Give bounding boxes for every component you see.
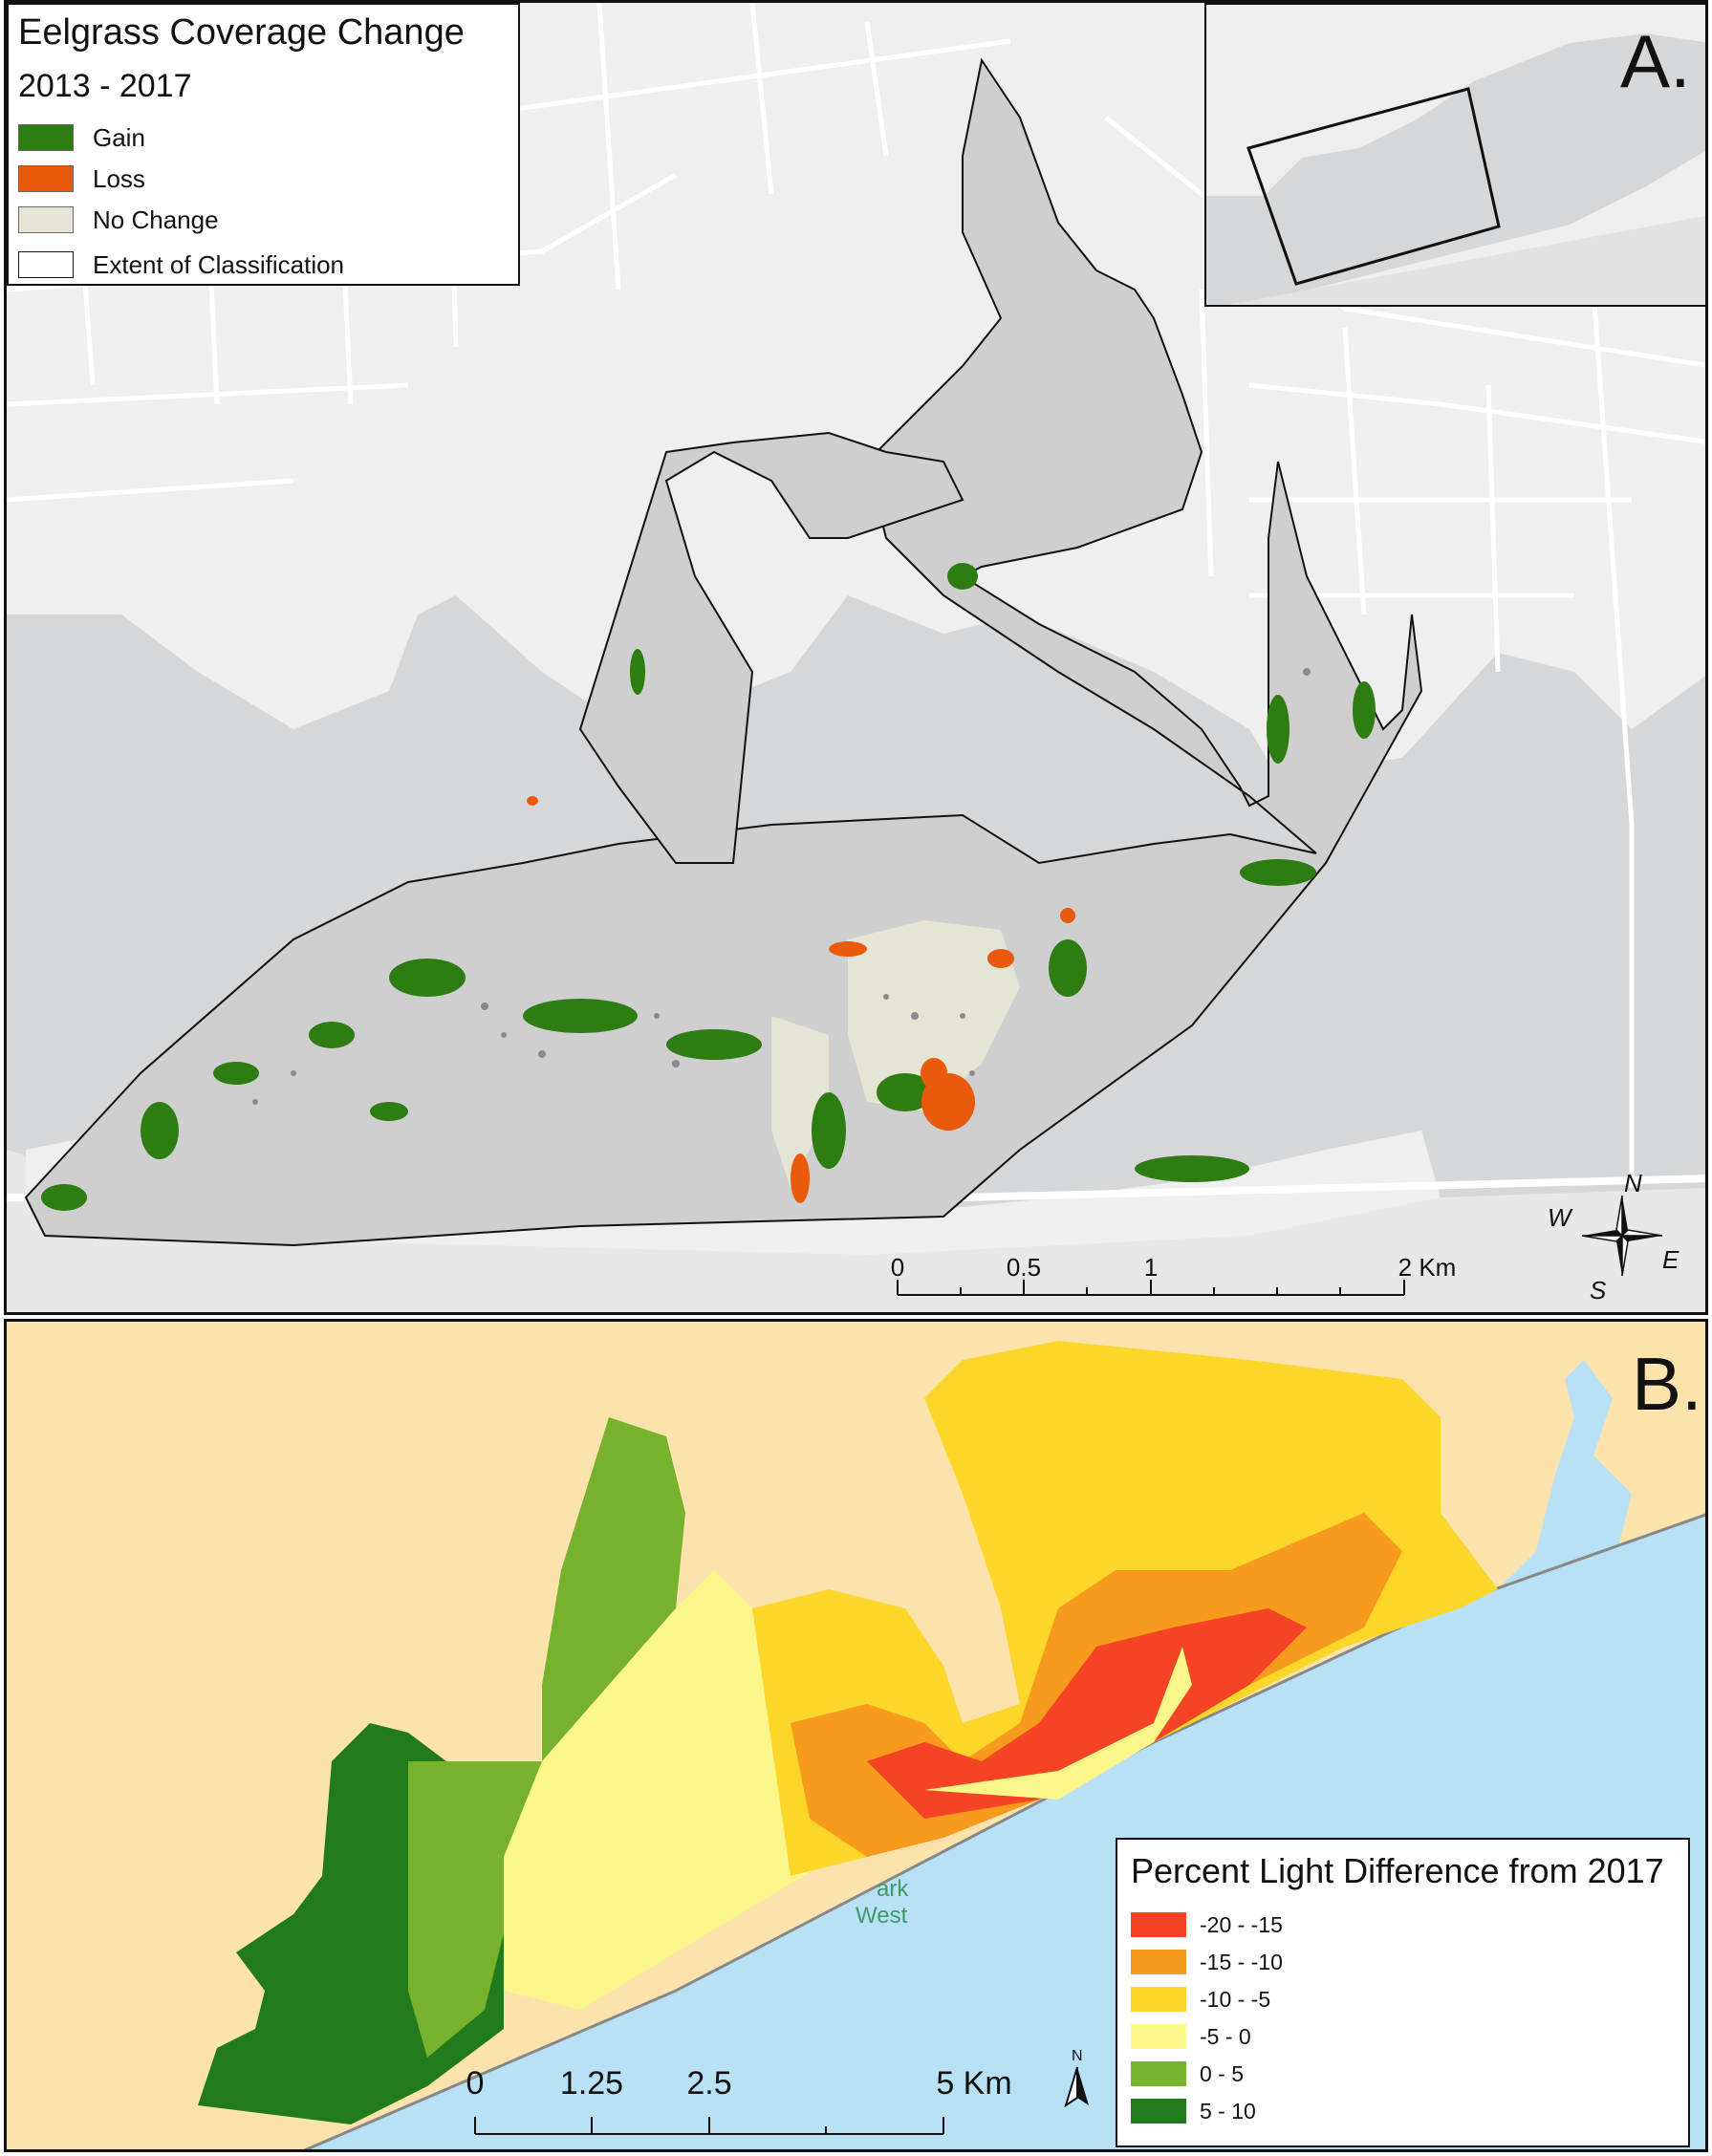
legend-item-loss: Loss	[18, 164, 145, 193]
panel-b-light-difference-map: ark West Percent Light Difference from 2…	[4, 1319, 1708, 2152]
legend-label: No Change	[93, 205, 219, 234]
legend-item: 5 - 10	[1131, 2097, 1256, 2125]
legend-label: Extent of Classification	[93, 249, 345, 279]
legend-item-no-change: No Change	[18, 205, 219, 234]
legend-label: -5 - 0	[1200, 2023, 1251, 2049]
scale-label: 5 Km	[936, 2065, 1012, 2102]
swatch-neg20-neg15	[1131, 1912, 1186, 1937]
locator-inset-map	[1204, 3, 1705, 307]
swatch-neg5-0	[1131, 2024, 1186, 2049]
legend-label: 0 - 5	[1200, 2060, 1245, 2086]
legend-label: -10 - -5	[1200, 1986, 1271, 2012]
park-label: West	[856, 1903, 908, 1929]
scale-bar-a	[897, 1280, 1405, 1296]
panel-letter-a: A.	[1620, 19, 1691, 103]
panel-letter-b: B.	[1632, 1342, 1702, 1426]
scale-label: 2.5	[686, 2065, 732, 2102]
swatch-neg15-neg10	[1131, 1950, 1186, 1974]
gain-swatch	[18, 124, 74, 151]
inset-canvas	[1206, 33, 1705, 305]
swatch-5-10	[1131, 2099, 1186, 2124]
north-arrow-b	[1064, 2066, 1089, 2108]
compass-east-label: E	[1662, 1245, 1679, 1274]
texture-speckle	[252, 668, 1311, 1105]
bay-zone-0-5	[408, 1417, 685, 2058]
north-label-b: N	[1072, 2048, 1083, 2064]
legend-item: 0 - 5	[1131, 2059, 1244, 2088]
no-change-swatch	[18, 206, 74, 233]
bay-zone-neg20-neg15	[867, 1608, 1307, 1819]
legend-item-extent: Extent of Classification	[18, 250, 344, 279]
swatch-neg10-neg5	[1131, 1987, 1186, 2012]
legend-item: -5 - 0	[1131, 2022, 1251, 2051]
barrier-island	[7, 1150, 1705, 1312]
loss-swatch	[18, 165, 74, 192]
legend-label: 5 - 10	[1200, 2098, 1256, 2124]
extent-swatch	[18, 251, 74, 278]
compass-north-label: N	[1624, 1169, 1642, 1197]
scale-label: 1	[1143, 1253, 1159, 1282]
legend-title: Percent Light Difference from 2017	[1131, 1851, 1664, 1890]
panel-a-eelgrass-map: Eelgrass Coverage Change 2013 - 2017 Gai…	[4, 0, 1708, 1315]
legend-light-difference: Percent Light Difference from 2017 -20 -…	[1116, 1838, 1690, 2147]
legend-label: -15 - -10	[1200, 1949, 1283, 1974]
legend-item: -10 - -5	[1131, 1985, 1270, 2014]
compass-south-label: S	[1590, 1276, 1607, 1304]
scale-bar-b	[474, 2117, 944, 2135]
park-label: ark	[877, 1876, 909, 1902]
compass-rose	[1581, 1195, 1663, 1277]
scale-label: 0	[890, 1253, 905, 1282]
legend-subtitle: 2013 - 2017	[18, 68, 192, 104]
legend-label: Loss	[93, 163, 145, 193]
legend-label: Gain	[93, 122, 145, 152]
legend-item-gain: Gain	[18, 123, 145, 152]
scale-label: 2 Km	[1398, 1253, 1457, 1282]
north-channel-arm	[578, 431, 964, 864]
swatch-0-5	[1131, 2061, 1186, 2086]
loss-areas	[527, 796, 1075, 1203]
legend-label: -20 - -15	[1200, 1911, 1283, 1937]
legend-item: -15 - -10	[1131, 1948, 1283, 1976]
no-change-areas	[771, 920, 1020, 1188]
compass-west-label: W	[1548, 1203, 1571, 1232]
legend-item: -20 - -15	[1131, 1910, 1283, 1939]
gain-areas	[41, 563, 1376, 1211]
legend-title: Eelgrass Coverage Change	[18, 12, 465, 53]
legend-eelgrass: Eelgrass Coverage Change 2013 - 2017 Gai…	[7, 3, 520, 286]
scale-label: 0	[466, 2065, 485, 2102]
east-bay	[1498, 1360, 1632, 1608]
scale-label: 0.5	[1006, 1253, 1042, 1282]
scale-label: 1.25	[559, 2065, 624, 2102]
